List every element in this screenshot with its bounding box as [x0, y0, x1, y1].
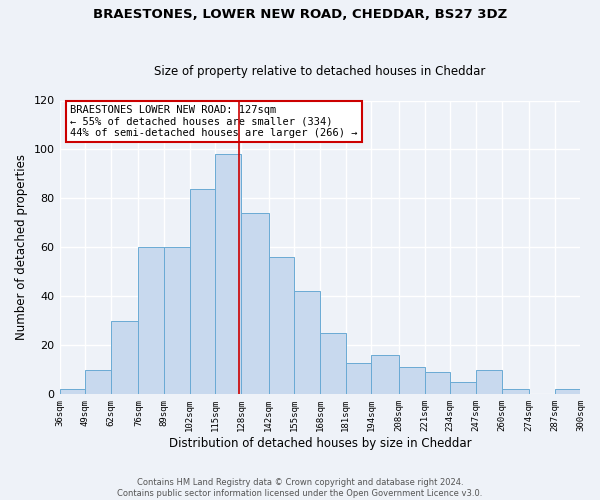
Bar	[320, 333, 346, 394]
Bar	[346, 362, 371, 394]
Bar	[85, 370, 111, 394]
Bar	[502, 390, 529, 394]
Title: Size of property relative to detached houses in Cheddar: Size of property relative to detached ho…	[154, 66, 486, 78]
Bar	[164, 248, 190, 394]
Text: Contains HM Land Registry data © Crown copyright and database right 2024.
Contai: Contains HM Land Registry data © Crown c…	[118, 478, 482, 498]
Bar	[269, 257, 295, 394]
Bar	[59, 390, 85, 394]
Bar	[450, 382, 476, 394]
Bar	[295, 292, 320, 395]
Bar	[215, 154, 241, 394]
Text: BRAESTONES, LOWER NEW ROAD, CHEDDAR, BS27 3DZ: BRAESTONES, LOWER NEW ROAD, CHEDDAR, BS2…	[93, 8, 507, 20]
Bar	[190, 188, 215, 394]
Bar	[139, 248, 164, 394]
Y-axis label: Number of detached properties: Number of detached properties	[15, 154, 28, 340]
X-axis label: Distribution of detached houses by size in Cheddar: Distribution of detached houses by size …	[169, 437, 472, 450]
Bar	[476, 370, 502, 394]
Bar	[399, 368, 425, 394]
Bar	[555, 390, 580, 394]
Bar	[371, 355, 399, 395]
Bar	[241, 213, 269, 394]
Bar	[111, 321, 139, 394]
Bar	[425, 372, 450, 394]
Text: BRAESTONES LOWER NEW ROAD: 127sqm
← 55% of detached houses are smaller (334)
44%: BRAESTONES LOWER NEW ROAD: 127sqm ← 55% …	[70, 105, 358, 138]
